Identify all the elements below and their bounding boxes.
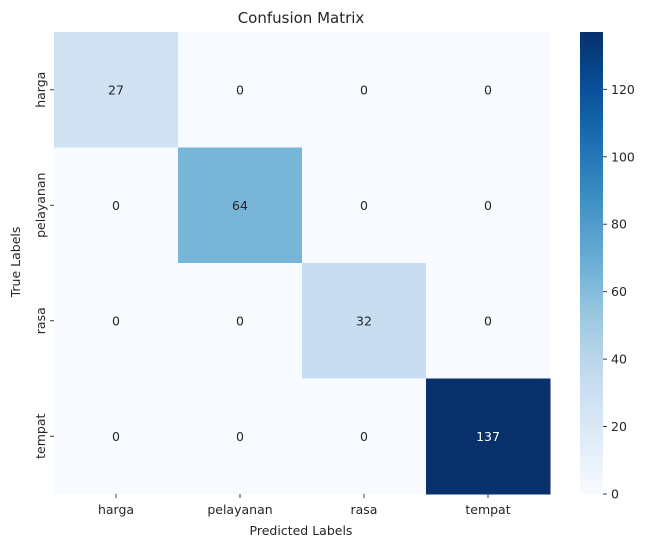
heatmap-cell [54, 263, 179, 379]
cell-value-label: 0 [112, 429, 120, 444]
colorbar-tick-label: 60 [611, 284, 627, 299]
chart-title: Confusion Matrix [238, 9, 365, 27]
heatmap-cell [302, 147, 427, 264]
heatmap-cells [54, 32, 551, 495]
y-axis-label: True Labels [8, 227, 23, 299]
cell-value-label: 0 [484, 198, 492, 213]
y-tick-label: pelayanan [33, 173, 48, 238]
heatmap-cell-labels: 27 0 0 0 0 64 0 0 0 0 32 0 0 0 0 137 [108, 82, 500, 444]
colorbar [580, 32, 603, 494]
y-tick-label: tempat [33, 414, 48, 459]
heatmap-cell [302, 32, 427, 148]
cell-value-label: 0 [484, 313, 492, 328]
heatmap-cell [178, 147, 303, 264]
cell-value-label: 0 [360, 429, 368, 444]
heatmap-cell [426, 378, 551, 495]
heatmap-cell [302, 378, 427, 495]
heatmap-cell [54, 32, 179, 148]
heatmap-cell [302, 263, 427, 379]
heatmap-cell [426, 147, 551, 264]
cell-value-label: 27 [108, 82, 124, 97]
cell-value-label: 0 [112, 313, 120, 328]
colorbar-tick-label: 20 [611, 419, 627, 434]
colorbar-ticks: 0 20 40 60 80 100 120 [603, 82, 635, 502]
colorbar-tick-label: 100 [611, 149, 635, 164]
colorbar-tick-label: 120 [611, 82, 635, 97]
heatmap-cell [426, 32, 551, 148]
x-tick-label: tempat [465, 502, 510, 517]
heatmap-cell [178, 32, 303, 148]
cell-value-label: 0 [236, 82, 244, 97]
y-tick-label: harga [33, 72, 48, 108]
x-tick-label: harga [98, 502, 134, 517]
heatmap-cell [178, 378, 303, 495]
y-tick-label: rasa [33, 307, 48, 334]
heatmap-cell [178, 263, 303, 379]
colorbar-tick-label: 40 [611, 352, 627, 367]
cell-value-label: 0 [360, 198, 368, 213]
y-axis-ticks: harga pelayanan rasa tempat [33, 72, 54, 459]
cell-value-label: 0 [236, 429, 244, 444]
cell-value-label: 0 [236, 313, 244, 328]
cell-value-label: 137 [476, 429, 500, 444]
heatmap-cell [54, 378, 179, 495]
colorbar-tick-label: 80 [611, 217, 627, 232]
cell-value-label: 0 [484, 82, 492, 97]
x-tick-label: rasa [351, 502, 378, 517]
x-tick-label: pelayanan [207, 502, 272, 517]
heatmap-cell [54, 147, 179, 264]
cell-value-label: 32 [356, 313, 372, 328]
x-axis-label: Predicted Labels [250, 523, 353, 538]
colorbar-tick-label: 0 [611, 487, 619, 502]
cell-value-label: 0 [112, 198, 120, 213]
heatmap-cell [426, 263, 551, 379]
x-axis-ticks: harga pelayanan rasa tempat [98, 494, 511, 517]
cell-value-label: 64 [232, 198, 248, 213]
cell-value-label: 0 [360, 82, 368, 97]
